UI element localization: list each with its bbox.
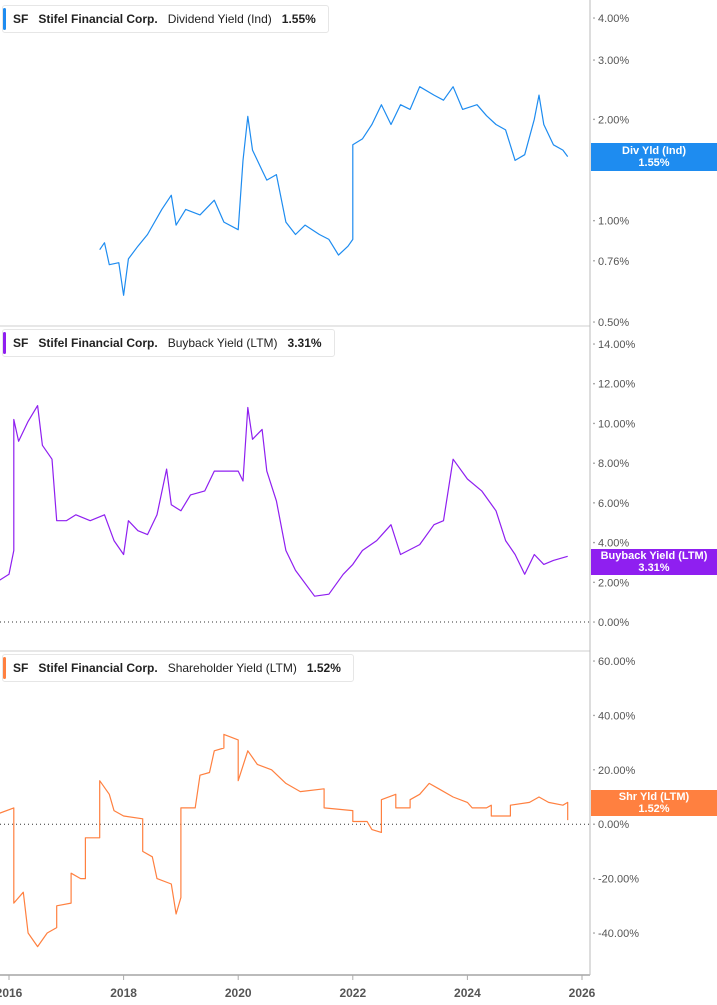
- legend-dividend-yield: SF Stifel Financial Corp. Dividend Yield…: [2, 5, 329, 33]
- series-line: [99, 86, 569, 296]
- y-tick-label: 0.00%: [598, 819, 629, 831]
- y-tick-label: 0.76%: [598, 256, 629, 268]
- last-value-badge-dividend: Div Yld (Ind) 1.55%: [591, 143, 717, 171]
- legend-color-bar: [3, 332, 6, 354]
- y-tick-label: 20.00%: [598, 765, 636, 777]
- y-tick-label: 3.00%: [598, 55, 629, 67]
- last-value-badge-buyback: Buyback Yield (LTM) 3.31%: [591, 549, 717, 575]
- y-tick: [593, 932, 595, 934]
- legend-ticker: SF: [13, 336, 29, 350]
- badge-label: Shr Yld (LTM): [618, 791, 690, 803]
- legend-buyback-yield: SF Stifel Financial Corp. Buyback Yield …: [2, 329, 335, 357]
- y-tick: [593, 17, 595, 19]
- legend-value: 3.31%: [287, 336, 322, 350]
- legend-color-bar: [3, 657, 6, 679]
- y-tick: [593, 714, 595, 717]
- y-tick-label: 2.00%: [598, 577, 629, 589]
- legend-metric: Dividend Yield (Ind): [167, 12, 272, 26]
- y-tick: [593, 343, 595, 345]
- y-tick-label: 4.00%: [598, 13, 629, 25]
- y-tick-label: -20.00%: [598, 874, 639, 886]
- legend-ticker: SF: [13, 12, 29, 26]
- y-tick: [593, 59, 595, 61]
- legend-shareholder-yield: SF Stifel Financial Corp. Shareholder Yi…: [2, 654, 354, 682]
- x-tick-label: 2016: [0, 986, 23, 1000]
- y-tick-label: -40.00%: [598, 928, 639, 940]
- y-tick: [593, 118, 595, 121]
- y-tick-label: 60.00%: [598, 656, 636, 668]
- badge-label: Buyback Yield (LTM): [600, 550, 708, 562]
- y-tick: [593, 877, 595, 880]
- y-tick-label: 10.00%: [598, 418, 636, 430]
- y-tick: [593, 769, 595, 771]
- legend-company: Stifel Financial Corp.: [38, 12, 158, 26]
- x-tick-label: 2022: [339, 986, 366, 1000]
- y-tick: [593, 541, 595, 544]
- legend-metric: Buyback Yield (LTM): [167, 336, 278, 350]
- y-tick-label: 14.00%: [598, 339, 636, 351]
- y-tick-label: 0.00%: [598, 617, 629, 629]
- x-tick-label: 2018: [110, 986, 137, 1000]
- x-tick-label: 2020: [225, 986, 252, 1000]
- badge-label: Div Yld (Ind): [622, 145, 686, 157]
- y-tick: [593, 219, 595, 222]
- y-tick-label: 40.00%: [598, 710, 636, 722]
- y-tick: [593, 621, 595, 623]
- y-tick: [593, 502, 595, 504]
- x-tick-label: 2024: [454, 986, 481, 1000]
- y-tick: [593, 259, 595, 262]
- legend-color-bar: [3, 8, 6, 30]
- legend-value: 1.55%: [281, 12, 316, 26]
- series-line: [0, 733, 569, 948]
- y-tick-label: 1.00%: [598, 216, 629, 228]
- legend-company: Stifel Financial Corp.: [38, 661, 158, 675]
- y-tick: [593, 823, 595, 825]
- y-tick: [593, 321, 595, 323]
- legend-metric: Shareholder Yield (LTM): [167, 661, 297, 675]
- y-tick: [593, 462, 595, 464]
- y-tick: [593, 422, 595, 425]
- badge-value: 3.31%: [638, 562, 670, 574]
- legend-value: 1.52%: [306, 661, 341, 675]
- y-tick-label: 8.00%: [598, 458, 629, 470]
- y-tick-label: 6.00%: [598, 498, 629, 510]
- legend-ticker: SF: [13, 661, 29, 675]
- series-line: [0, 405, 568, 597]
- last-value-badge-shareholder: Shr Yld (LTM) 1.52%: [591, 790, 717, 816]
- badge-value: 1.52%: [638, 803, 670, 815]
- legend-company: Stifel Financial Corp.: [38, 336, 158, 350]
- y-tick-label: 0.50%: [598, 317, 629, 329]
- y-tick-label: 4.00%: [598, 538, 629, 550]
- y-tick: [593, 382, 595, 385]
- x-tick-label: 2026: [569, 986, 596, 1000]
- badge-value: 1.55%: [638, 157, 670, 169]
- y-tick: [593, 660, 595, 662]
- y-tick-label: 2.00%: [598, 114, 629, 126]
- y-tick: [593, 581, 595, 584]
- y-tick-label: 12.00%: [598, 379, 636, 391]
